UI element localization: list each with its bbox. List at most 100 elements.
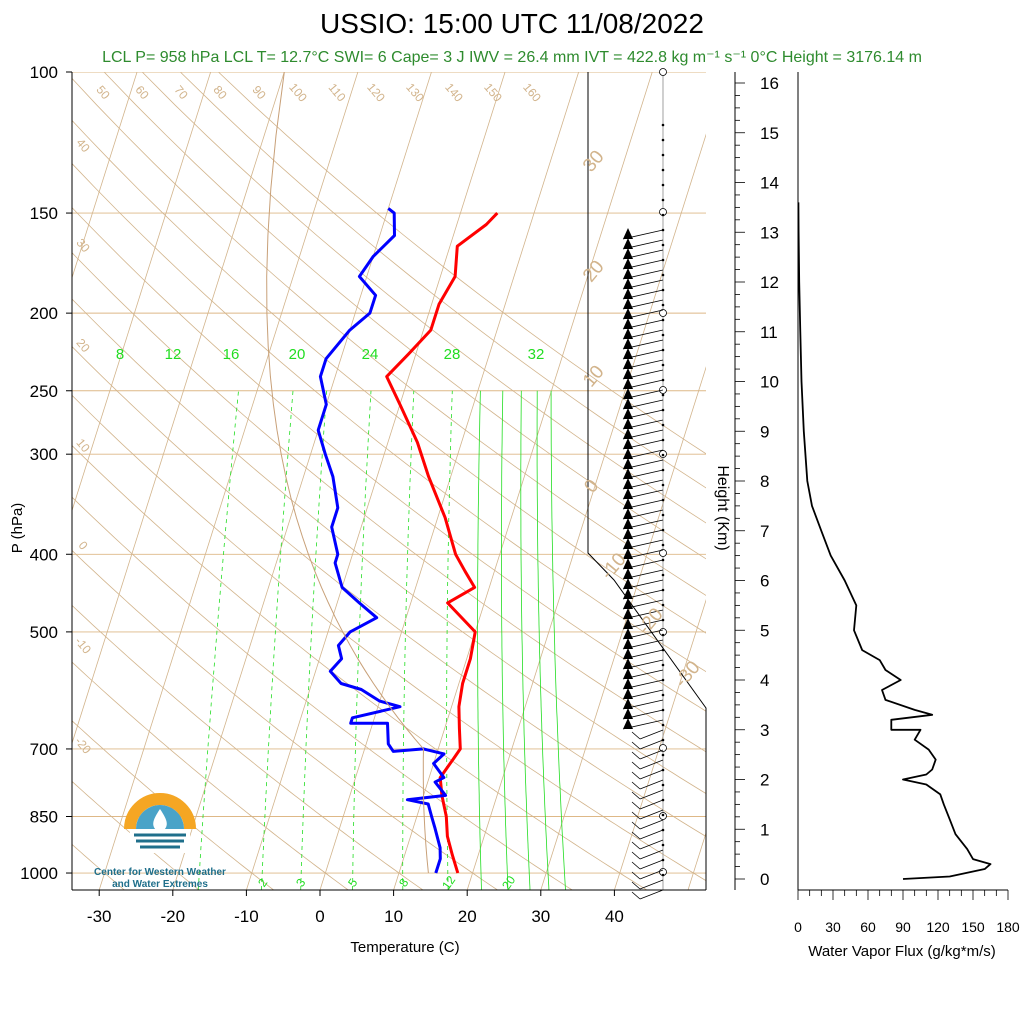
wind-dot [661, 198, 665, 202]
x-tick-label: 30 [531, 907, 550, 926]
wind-dot [661, 483, 665, 487]
wind-dot [661, 843, 665, 847]
adiabat-label: 160 [520, 80, 544, 105]
wind-barb-flag [623, 278, 633, 289]
wind-dot [661, 603, 665, 607]
flux-tick-label: 60 [860, 919, 876, 935]
mixing-ratio-line [477, 390, 482, 890]
wind-barb-flag [623, 488, 633, 499]
wind-dot [661, 183, 665, 187]
wind-dot [661, 273, 665, 277]
mixing-ratio-label-top: 28 [444, 346, 461, 363]
wind-barb-flag [623, 418, 633, 429]
height-tick-label: 2 [760, 771, 769, 790]
wind-barb-flag [623, 678, 633, 689]
cw3e-logo: Center for Western Weather and Water Ext… [90, 785, 230, 895]
height-tick-label: 4 [760, 671, 769, 690]
wind-barb-flag [623, 548, 633, 559]
mixing-ratio-line [550, 390, 566, 890]
isotherm-label-right: 30 [579, 147, 609, 177]
height-tick-label: 16 [760, 74, 779, 93]
y-tick-label: 1000 [20, 864, 58, 883]
height-tick-label: 6 [760, 572, 769, 591]
adiabat-label: 110 [326, 81, 349, 105]
wind-barb-flag [623, 598, 633, 609]
temperature-trace [385, 212, 499, 874]
wind-barb-flag [623, 248, 633, 259]
wind-dot [661, 513, 665, 517]
wind-dot [661, 663, 665, 667]
wind-dot [661, 363, 665, 367]
x-tick-label: -30 [87, 907, 112, 926]
wind-dot [661, 153, 665, 157]
wind-barb-feather [631, 761, 641, 770]
wind-barb-flag [623, 388, 633, 399]
dry-adiabat [72, 780, 200, 890]
wind-barb-shaft [639, 869, 664, 880]
x-tick-label: -20 [161, 907, 186, 926]
wind-dot [661, 633, 665, 637]
sounding-stats: LCL P= 958 hPa LCL T= 12.7°C SWI= 6 Cape… [102, 49, 922, 66]
height-tick-label: 5 [760, 621, 769, 640]
wind-barb-flag [623, 358, 633, 369]
mixing-ratio-label-bottom: 2 [255, 876, 270, 890]
wind-dot [661, 303, 665, 307]
wind-dot [661, 813, 665, 817]
wind-dot [661, 783, 665, 787]
wind-barb-flag [623, 288, 633, 299]
mixing-ratio-label-bottom: 3 [293, 876, 308, 890]
isotherm-line [72, 72, 285, 745]
wind-dot [661, 123, 665, 127]
dry-adiabat [72, 252, 706, 753]
flux-trace [797, 202, 992, 880]
dry-adiabat [72, 77, 706, 596]
isotherm-label-left: 40 [73, 136, 93, 155]
y-tick-label: 100 [30, 63, 58, 82]
wind-dot [661, 723, 665, 727]
wind-barb-flag [623, 608, 633, 619]
wind-barb-shaft [639, 849, 664, 860]
isotherm-line [98, 72, 359, 890]
isotherm-line [614, 598, 706, 890]
wind-barb-flag [623, 348, 633, 359]
wind-barb-flag [623, 528, 633, 539]
wind-barb-flag [623, 318, 633, 329]
wind-barb-flag [623, 228, 633, 239]
wind-barb-shaft [639, 879, 664, 890]
x-tick-label: 40 [605, 907, 624, 926]
wind-barb-flag [623, 328, 633, 339]
wind-barb-shaft [639, 759, 664, 770]
isotherm-label-right: 20 [579, 257, 609, 287]
isotherm-line [393, 72, 653, 890]
wind-barb-feather [631, 871, 641, 880]
mixing-ratio-line [261, 390, 294, 890]
dry-adiabat [72, 843, 125, 890]
y-tick-label: 850 [30, 807, 58, 826]
height-tick-label: 15 [760, 124, 779, 143]
wind-barb-flag [623, 338, 633, 349]
mixing-ratio-label-top: 12 [165, 346, 182, 363]
dry-adiabat [141, 72, 706, 524]
mixing-ratio-line [536, 390, 550, 890]
dry-adiabat [72, 394, 706, 882]
wind-barb-feather [631, 841, 641, 850]
isotherm-line [172, 72, 432, 890]
wind-barb-flag [623, 538, 633, 549]
isotherm-line [0, 72, 63, 890]
wind-barb-shaft [639, 749, 664, 760]
flux-tick-label: 90 [895, 919, 911, 935]
wind-barb-flag [623, 298, 633, 309]
height-tick-label: 11 [760, 323, 778, 342]
y-tick-label: 150 [30, 204, 58, 223]
wind-barb-flag [623, 448, 633, 459]
wind-barb-flag [623, 618, 633, 629]
flux-tick-label: 180 [996, 919, 1020, 935]
wind-barb-flag [623, 468, 633, 479]
x-tick-label: 0 [315, 907, 324, 926]
dry-adiabat [72, 207, 706, 712]
dry-adiabat [72, 444, 648, 890]
adiabat-label: 60 [132, 83, 152, 102]
flux-axis-label: Water Vapor Flux (g/kg*m/s) [808, 943, 996, 960]
height-axis-label: Height (Km) [714, 465, 731, 550]
